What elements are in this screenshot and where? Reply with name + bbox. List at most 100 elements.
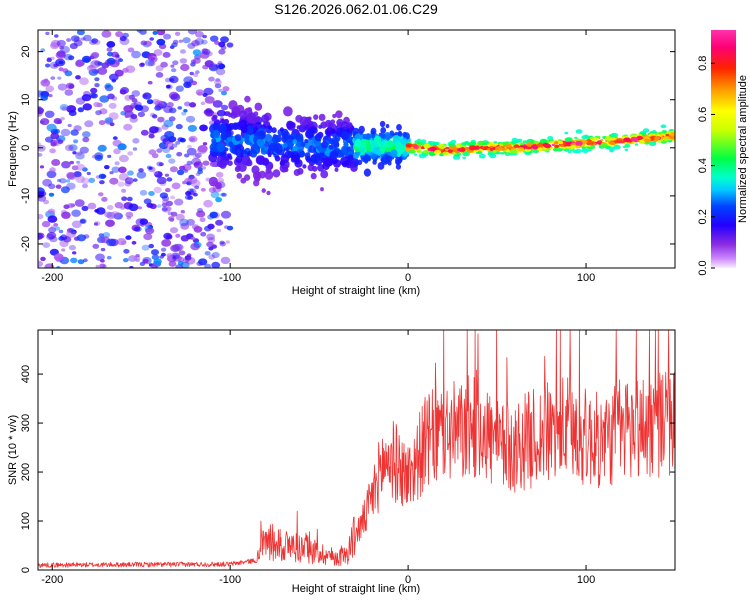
heat-blob-noise: [97, 144, 107, 152]
heat-blob-noise: [220, 36, 229, 43]
heat-blob-signal: [405, 143, 413, 148]
y-tick-label: -10: [20, 188, 32, 204]
heat-blob-signal: [614, 139, 620, 144]
heat-blob-noise: [124, 114, 130, 119]
heat-blob-noise: [215, 197, 223, 203]
heat-blob-transition: [304, 152, 311, 159]
heat-blob-noise: [221, 104, 229, 111]
heat-blob-transition: [220, 118, 225, 124]
heat-blob-noise: [77, 259, 85, 265]
y-tick-label: 10: [20, 94, 32, 106]
heat-blob-noise: [226, 42, 234, 48]
heat-blob-noise: [75, 75, 81, 80]
heat-blob-signal: [420, 139, 427, 144]
heat-blob-noise: [201, 48, 209, 54]
heat-blob-noise: [180, 63, 190, 72]
heat-blob-noise: [187, 30, 198, 35]
heat-blob-signal: [427, 140, 433, 144]
heat-blob-transition: [238, 110, 247, 119]
heat-blob-signal: [488, 152, 493, 156]
heat-blob-noise: [123, 123, 133, 131]
heat-blob-noise: [215, 219, 224, 226]
heat-blob-signal: [587, 144, 591, 148]
heat-blob-noise: [129, 105, 135, 110]
y-tick-label: -20: [20, 236, 32, 252]
heat-blob-noise: [66, 172, 77, 180]
heat-blob-signal: [554, 144, 560, 149]
heat-blob-signal: [551, 143, 556, 146]
heat-blob-noise: [179, 165, 186, 171]
heat-blob-noise: [68, 55, 75, 61]
heat-blob-transition: [303, 124, 310, 131]
heat-blob-transition: [286, 120, 294, 129]
heat-blob-noise: [49, 236, 58, 243]
heat-blob-signal: [623, 137, 631, 143]
heat-blob-noise: [195, 89, 205, 96]
heatmap-blobs: [38, 30, 675, 268]
heat-blob-signal: [641, 132, 647, 136]
heat-blob-signal: [558, 146, 562, 149]
heat-blob-noise: [57, 178, 61, 183]
heat-blob-noise: [215, 62, 225, 70]
heat-blob-emerging: [353, 160, 359, 167]
heat-blob-noise: [184, 101, 191, 107]
heat-blob-transition: [331, 136, 339, 145]
heat-blob-noise: [124, 177, 134, 185]
heat-blob-noise: [163, 33, 172, 40]
heat-blob-noise: [168, 158, 176, 164]
heat-blob-noise: [198, 258, 208, 266]
heat-blob-noise: [214, 40, 220, 45]
heat-blob-noise: [144, 59, 155, 67]
heat-blob-noise: [140, 129, 149, 136]
heat-blob-noise: [165, 141, 174, 148]
heat-blob-noise: [175, 213, 185, 221]
heat-blob-noise: [127, 151, 133, 156]
heat-blob-noise: [195, 70, 200, 74]
heat-blob-emerging: [372, 147, 379, 154]
heat-blob-noise: [194, 185, 200, 190]
heat-blob-signal: [572, 149, 579, 154]
heat-blob-transition: [212, 129, 220, 139]
heat-blob-noise: [104, 117, 114, 124]
heat-blob-transition: [271, 127, 277, 134]
heat-blob-signal: [639, 139, 643, 142]
heat-blob-signal: [665, 133, 670, 137]
heat-blob-noise: [72, 151, 77, 155]
heat-blob-noise: [98, 120, 106, 126]
heat-blob-signal: [447, 149, 453, 153]
heat-blob-noise: [188, 135, 198, 143]
heat-blob-signal: [564, 131, 569, 135]
heat-blob-noise: [151, 249, 159, 256]
heat-blob-noise: [164, 173, 170, 177]
heat-blob-noise: [169, 166, 178, 173]
heat-blob-noise: [94, 83, 100, 88]
heat-blob-noise: [202, 160, 210, 166]
heat-blob-noise: [137, 111, 145, 118]
heat-blob-noise: [159, 255, 165, 259]
heat-blob-emerging: [358, 125, 365, 134]
heat-blob-transition: [238, 162, 247, 172]
heat-blob-noise: [148, 166, 153, 170]
heat-blob-noise: [38, 144, 46, 152]
heat-blob-noise: [41, 220, 51, 228]
spectrogram-frame: [37, 29, 676, 269]
heat-blob-noise: [75, 152, 85, 160]
heat-blob-signal: [644, 138, 651, 143]
heat-blob-noise: [53, 253, 64, 261]
heat-blob-noise: [102, 232, 111, 238]
heat-blob-noise: [169, 78, 175, 82]
heat-blob-transition: [293, 150, 298, 156]
heat-blob-noise: [39, 191, 47, 197]
heat-blob-noise: [150, 264, 158, 268]
heat-blob-signal: [461, 142, 467, 146]
heat-blob-noise: [115, 31, 123, 38]
heat-blob-transition: [313, 114, 319, 120]
heat-blob-noise: [88, 177, 96, 183]
heat-blob-emerging: [385, 124, 390, 129]
heat-blob-noise: [97, 67, 108, 75]
heat-blob-noise: [57, 83, 68, 91]
heat-blob-signal: [610, 137, 616, 141]
y-tick-label: 100: [20, 512, 32, 530]
heat-blob-noise: [45, 31, 50, 36]
